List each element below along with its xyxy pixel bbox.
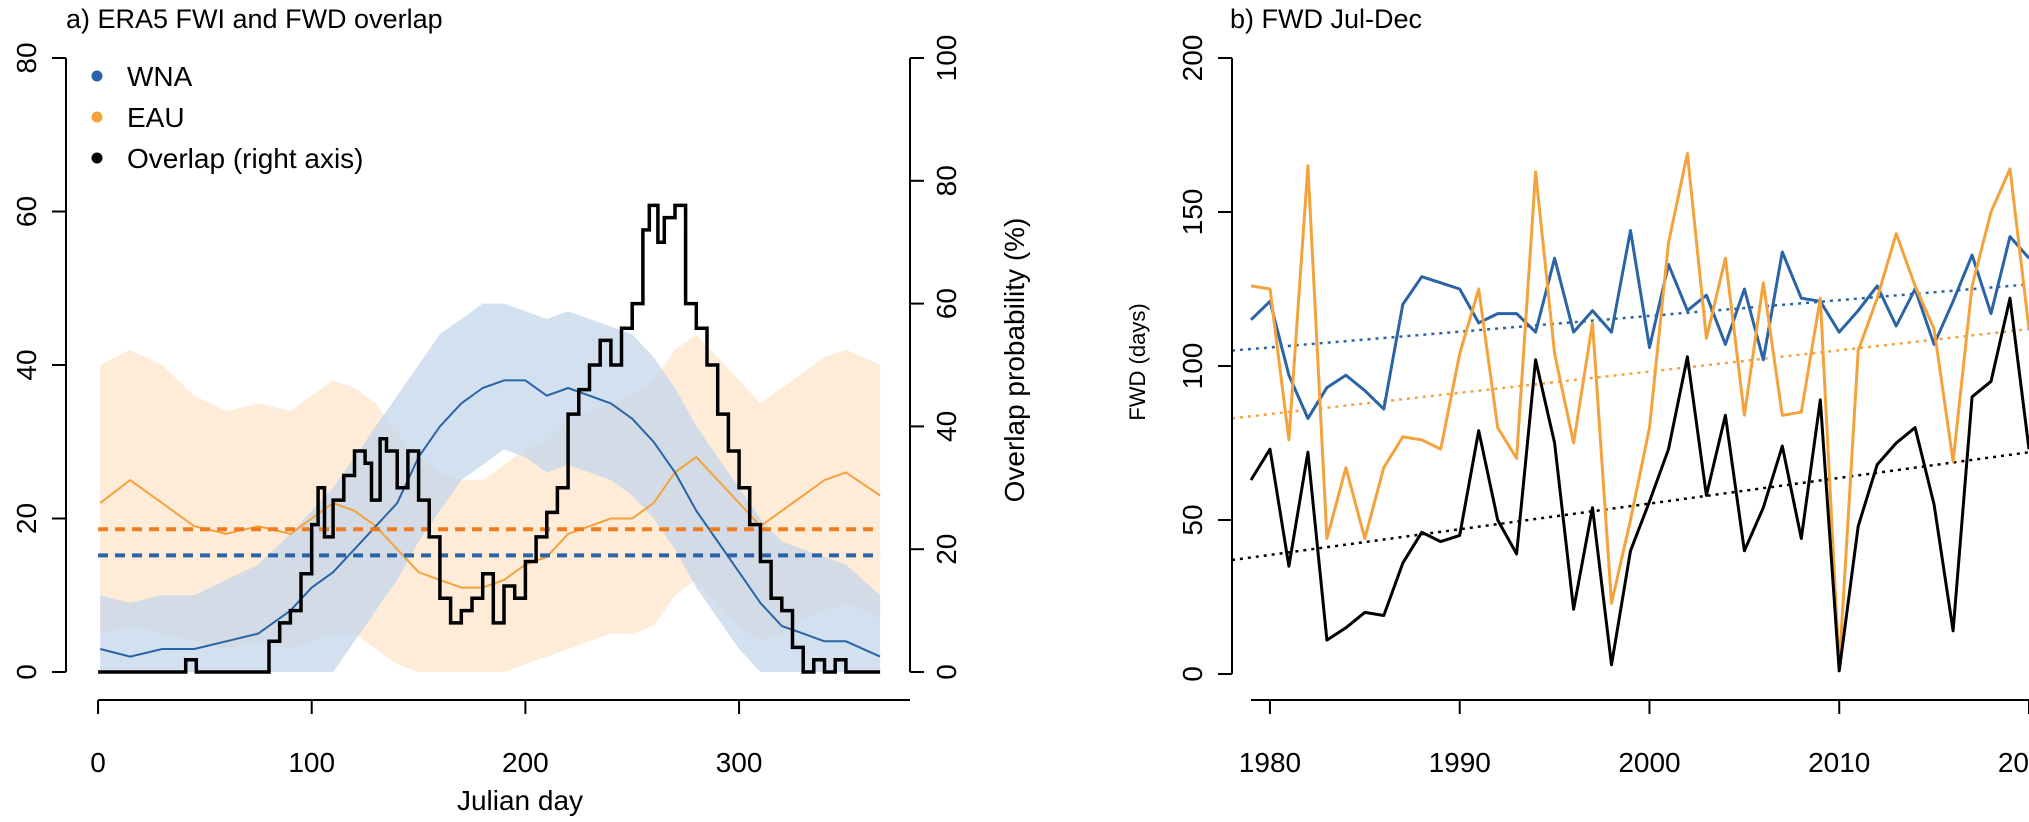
legend-marker-2 bbox=[91, 152, 103, 164]
panel-a-title: a) ERA5 FWI and FWD overlap bbox=[66, 4, 443, 34]
panel-b-axes: 0 50 100 150 200 1980 1990 2000 2010 2020 bbox=[1177, 35, 2029, 778]
panel-a-x-tick-label: 300 bbox=[716, 747, 763, 778]
panel-a-x-tick-label: 0 bbox=[90, 747, 106, 778]
panel-a-y2label: Overlap probability (%) bbox=[999, 218, 1030, 503]
panel-a-y-tick-label: 80 bbox=[11, 42, 42, 73]
panel-b-title: b) FWD Jul-Dec bbox=[1230, 4, 1422, 34]
wna-trend-line bbox=[1231, 283, 2029, 352]
panel-a-y2-tick-label: 60 bbox=[931, 288, 962, 319]
panel-b-x-tick-label: 2010 bbox=[1808, 747, 1870, 778]
wna-band bbox=[100, 303, 881, 672]
panel-a-legend: WNA EAU Overlap (right axis) bbox=[91, 61, 364, 174]
panel-a-xlabel: Julian day bbox=[457, 785, 583, 816]
panel-b-x-tick-label: 1980 bbox=[1239, 747, 1301, 778]
panel-a-x-tick-label: 100 bbox=[288, 747, 335, 778]
panel-a-y-tick-label: 60 bbox=[11, 196, 42, 227]
wna-fwd-line bbox=[1249, 229, 2029, 420]
panel-a-y2-tick-label: 0 bbox=[931, 664, 962, 680]
panel-a-y-tick-label: 0 bbox=[11, 664, 42, 680]
panel-b-x-tick-label: 2000 bbox=[1618, 747, 1680, 778]
panel-a-y2-tick-label: 100 bbox=[931, 35, 962, 82]
eau-fwd-line bbox=[1250, 152, 2029, 670]
panel-a-chart: a) ERA5 FWI and FWD overlap 0 20 40 60 80 0 10… bbox=[11, 4, 1030, 816]
panel-b-y-tick-label: 100 bbox=[1177, 343, 1208, 390]
panel-b-chart: b) FWD Jul-Dec 0 50 100 150 200 1980 1990 2000 2… bbox=[1125, 4, 2029, 778]
overlap-line bbox=[98, 203, 881, 674]
panel-b-x-tick-label: 2020 bbox=[1998, 747, 2029, 778]
panel-b-y-tick-label: 150 bbox=[1177, 189, 1208, 236]
panel-a-y2-tick-label: 80 bbox=[931, 165, 962, 196]
legend-marker-1 bbox=[91, 111, 103, 123]
eau-trend-line bbox=[1231, 327, 2029, 420]
overlap-fwd-line bbox=[1249, 296, 2029, 673]
panel-a-axes: 0 20 40 60 80 0 100 200 300 0 20 40 60 80 100 bbox=[11, 35, 962, 778]
panel-b-y-tick-label: 200 bbox=[1177, 35, 1208, 82]
legend-label-0: WNA bbox=[127, 61, 193, 92]
panel-b-plot-area bbox=[1231, 152, 2029, 673]
overlap-trend-line bbox=[1231, 451, 2029, 562]
legend-label-1: EAU bbox=[127, 102, 185, 133]
legend-label-2: Overlap (right axis) bbox=[127, 143, 364, 174]
panel-b-x-tick-label: 1990 bbox=[1429, 747, 1491, 778]
panel-a-x-tick-label: 200 bbox=[502, 747, 549, 778]
wna-line bbox=[99, 379, 881, 658]
panel-a-y2-tick-label: 20 bbox=[931, 534, 962, 565]
panel-b-y-tick-label: 0 bbox=[1177, 666, 1208, 682]
panel-a-y-tick-label: 20 bbox=[11, 503, 42, 534]
legend-marker-0 bbox=[91, 70, 103, 82]
panel-b-y-tick-label: 50 bbox=[1177, 504, 1208, 535]
panel-b-ylabel: FWD (days) bbox=[1125, 303, 1150, 420]
panel-a-y2-tick-label: 40 bbox=[931, 411, 962, 442]
panel-a-plot-area bbox=[98, 203, 881, 674]
panel-a-y-tick-label: 40 bbox=[11, 349, 42, 380]
